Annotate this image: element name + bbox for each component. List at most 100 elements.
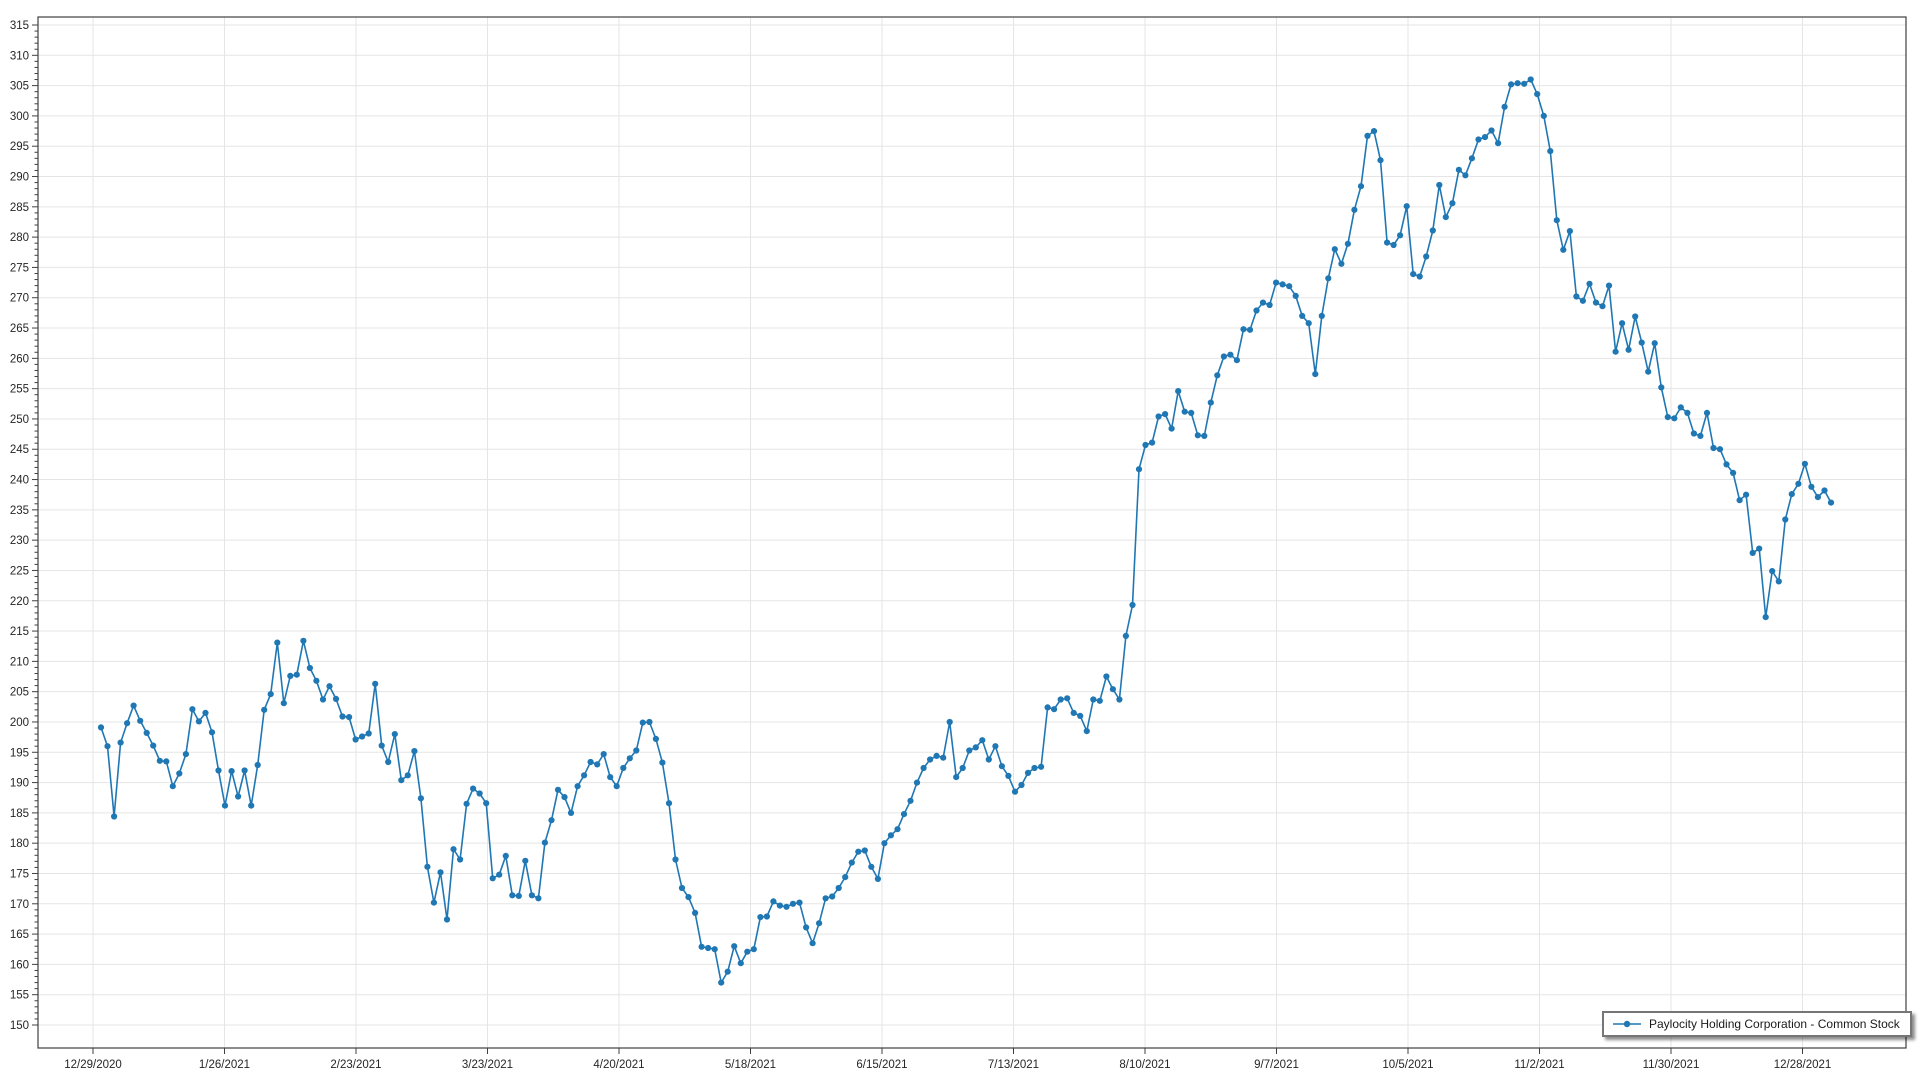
data-point-marker[interactable] <box>489 875 496 882</box>
data-point-marker[interactable] <box>352 736 359 743</box>
data-point-marker[interactable] <box>391 731 398 738</box>
data-point-marker[interactable] <box>1677 404 1684 411</box>
data-point-marker[interactable] <box>972 744 979 751</box>
data-point-marker[interactable] <box>339 713 346 720</box>
data-point-marker[interactable] <box>1436 181 1443 189</box>
data-point-marker[interactable] <box>907 797 914 804</box>
data-point-marker[interactable] <box>1827 499 1835 506</box>
data-point-marker[interactable] <box>163 758 170 765</box>
data-point-marker[interactable] <box>1769 568 1776 575</box>
data-point-marker[interactable] <box>1410 271 1417 278</box>
data-point-marker[interactable] <box>1508 81 1515 88</box>
data-point-marker[interactable] <box>1710 444 1717 452</box>
data-point-marker[interactable] <box>1188 409 1195 416</box>
data-point-marker[interactable] <box>881 840 888 847</box>
data-point-marker[interactable] <box>535 895 542 902</box>
data-point-marker[interactable] <box>1775 578 1782 585</box>
data-point-marker[interactable] <box>913 779 921 786</box>
data-point-marker[interactable] <box>698 943 705 950</box>
data-point-marker[interactable] <box>97 724 105 731</box>
data-point-marker[interactable] <box>130 702 137 709</box>
data-point-marker[interactable] <box>933 752 940 760</box>
data-point-marker[interactable] <box>1344 240 1351 247</box>
data-point-marker[interactable] <box>1194 432 1201 439</box>
data-point-marker[interactable] <box>1514 80 1521 87</box>
data-point-marker[interactable] <box>319 696 327 703</box>
data-point-marker[interactable] <box>763 913 771 920</box>
data-point-marker[interactable] <box>1547 148 1554 155</box>
data-point-marker[interactable] <box>306 664 313 672</box>
data-point-marker[interactable] <box>594 761 601 768</box>
data-point-marker[interactable] <box>959 764 966 772</box>
data-point-marker[interactable] <box>1671 415 1678 422</box>
data-point-marker[interactable] <box>1005 772 1012 780</box>
data-point-marker[interactable] <box>195 718 202 725</box>
data-point-marker[interactable] <box>1305 320 1312 327</box>
data-point-marker[interactable] <box>1599 303 1606 310</box>
data-point-marker[interactable] <box>672 856 679 863</box>
data-point-marker[interactable] <box>803 924 810 931</box>
data-point-marker[interactable] <box>515 892 522 900</box>
data-point-marker[interactable] <box>770 898 777 905</box>
data-point-marker[interactable] <box>1573 293 1580 300</box>
data-point-marker[interactable] <box>437 869 444 876</box>
data-point-marker[interactable] <box>111 813 118 820</box>
data-point-marker[interactable] <box>1142 441 1149 449</box>
data-point-marker[interactable] <box>430 899 437 906</box>
data-point-marker[interactable] <box>1455 166 1462 173</box>
data-point-marker[interactable] <box>1357 183 1365 190</box>
data-point-marker[interactable] <box>248 802 255 809</box>
data-point-marker[interactable] <box>417 795 424 802</box>
data-point-marker[interactable] <box>1220 353 1227 360</box>
data-point-marker[interactable] <box>169 783 176 790</box>
data-point-marker[interactable] <box>567 809 575 817</box>
data-point-marker[interactable] <box>1534 91 1541 98</box>
data-point-marker[interactable] <box>1370 128 1378 135</box>
data-point-marker[interactable] <box>528 892 536 899</box>
data-point-marker[interactable] <box>1299 312 1306 319</box>
data-point-marker[interactable] <box>1449 200 1456 207</box>
data-point-marker[interactable] <box>1697 432 1704 439</box>
data-point-marker[interactable] <box>1096 697 1103 704</box>
data-point-marker[interactable] <box>1481 134 1489 141</box>
data-point-marker[interactable] <box>574 783 581 790</box>
data-point-marker[interactable] <box>1716 446 1724 453</box>
data-point-marker[interactable] <box>1135 466 1143 473</box>
data-point-marker[interactable] <box>215 767 222 774</box>
data-point-marker[interactable] <box>1057 696 1064 703</box>
data-point-marker[interactable] <box>1756 545 1763 552</box>
data-point-marker[interactable] <box>476 790 483 797</box>
data-point-marker[interactable] <box>117 739 124 746</box>
data-point-marker[interactable] <box>411 748 418 755</box>
data-point-marker[interactable] <box>1475 136 1482 143</box>
data-point-marker[interactable] <box>346 714 353 721</box>
data-point-marker[interactable] <box>737 960 744 967</box>
data-point-marker[interactable] <box>1808 483 1815 490</box>
data-point-marker[interactable] <box>1122 632 1129 640</box>
data-point-marker[interactable] <box>1390 241 1397 249</box>
data-point-marker[interactable] <box>848 859 855 866</box>
data-point-marker[interactable] <box>979 737 986 744</box>
data-point-marker[interactable] <box>1083 728 1090 735</box>
data-point-marker[interactable] <box>894 826 901 833</box>
data-point-marker[interactable] <box>1162 411 1169 418</box>
data-point-marker[interactable] <box>744 948 751 955</box>
data-point-marker[interactable] <box>1175 388 1182 395</box>
data-point-marker[interactable] <box>502 852 509 860</box>
data-point-marker[interactable] <box>1031 764 1038 772</box>
data-point-marker[interactable] <box>332 695 340 703</box>
data-point-marker[interactable] <box>1259 299 1267 306</box>
data-point-marker[interactable] <box>1762 614 1769 621</box>
data-point-marker[interactable] <box>633 747 640 754</box>
data-point-marker[interactable] <box>887 832 895 839</box>
data-point-marker[interactable] <box>816 920 823 927</box>
data-point-marker[interactable] <box>861 847 868 854</box>
data-point-marker[interactable] <box>1664 414 1671 421</box>
data-point-marker[interactable] <box>1201 432 1208 439</box>
data-point-marker[interactable] <box>208 729 216 736</box>
data-point-marker[interactable] <box>1253 307 1260 314</box>
data-point-marker[interactable] <box>228 768 235 775</box>
data-point-marker[interactable] <box>1801 460 1808 467</box>
data-point-marker[interactable] <box>1488 127 1495 134</box>
data-point-marker[interactable] <box>548 817 555 824</box>
